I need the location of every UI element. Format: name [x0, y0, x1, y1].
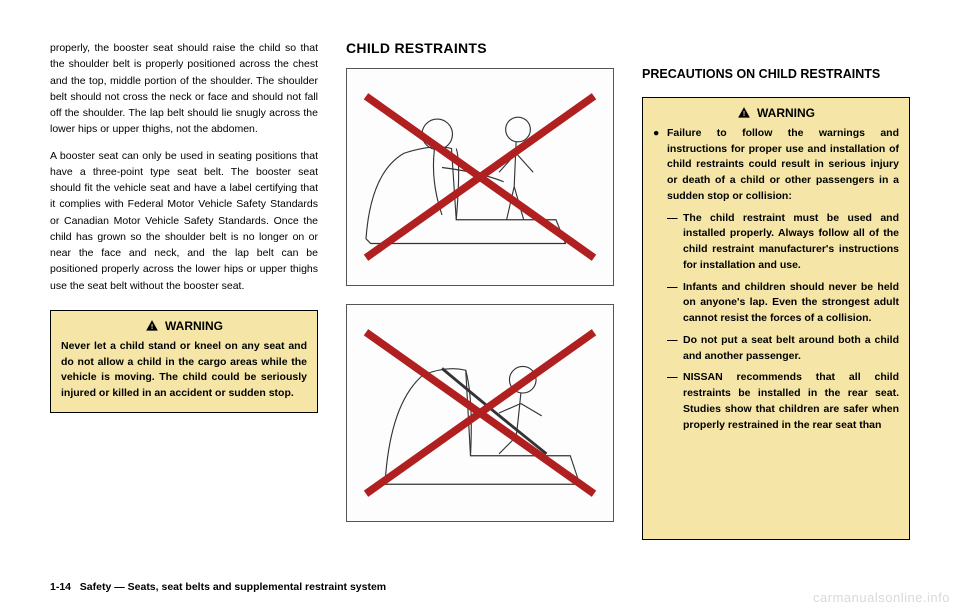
watermark: carmanualsonline.info — [813, 590, 950, 605]
chapter-title: Safety — Seats, seat belts and supplemen… — [80, 581, 386, 593]
svg-text:!: ! — [743, 111, 745, 118]
column-right: PRECAUTIONS ON CHILD RESTRAINTS ! WARNIN… — [642, 40, 910, 540]
precautions-heading: PRECAUTIONS ON CHILD RESTRAINTS — [642, 66, 910, 83]
page-footer: 1-14 Safety — Seats, seat belts and supp… — [50, 581, 386, 593]
warning-label-right: WARNING — [757, 106, 815, 120]
warning-bullet-1: Failure to follow the warnings and instr… — [653, 126, 899, 434]
warning-sub-1: The child restraint must be used and ins… — [667, 211, 899, 274]
svg-text:!: ! — [151, 324, 153, 331]
warning-triangle-icon: ! — [737, 106, 751, 120]
warning-bullet-list: Failure to follow the warnings and instr… — [653, 126, 899, 434]
body-paragraph-2: A booster seat can only be used in seati… — [50, 148, 318, 294]
warning-box-left: ! WARNING Never let a child stand or kne… — [50, 310, 318, 413]
warning-title-left: ! WARNING — [61, 319, 307, 333]
column-middle: CHILD RESTRAINTS — [346, 40, 614, 540]
illustration-bottom — [346, 304, 614, 522]
warning-body-left: Never let a child stand or kneel on any … — [61, 339, 307, 402]
section-title: CHILD RESTRAINTS — [346, 40, 614, 56]
warning-sub-2: Infants and children should never be hel… — [667, 280, 899, 327]
warning-sub-3: Do not put a seat belt around both a chi… — [667, 333, 899, 365]
page-content: properly, the booster seat should raise … — [0, 0, 960, 560]
warning-title-right: ! WARNING — [653, 106, 899, 120]
warning-label-left: WARNING — [165, 319, 223, 333]
column-left: properly, the booster seat should raise … — [50, 40, 318, 540]
warning-triangle-icon: ! — [145, 319, 159, 333]
page-number: 1-14 — [50, 581, 71, 593]
spacer — [642, 40, 910, 66]
warning-box-right: ! WARNING Failure to follow the warnings… — [642, 97, 910, 540]
body-paragraph-1: properly, the booster seat should raise … — [50, 40, 318, 138]
warning-sub-4: NISSAN recommends that all child restrai… — [667, 370, 899, 433]
illustration-top — [346, 68, 614, 286]
warning-sublist: The child restraint must be used and ins… — [667, 211, 899, 434]
warning-bullet-1-text: Failure to follow the warnings and instr… — [667, 127, 899, 202]
